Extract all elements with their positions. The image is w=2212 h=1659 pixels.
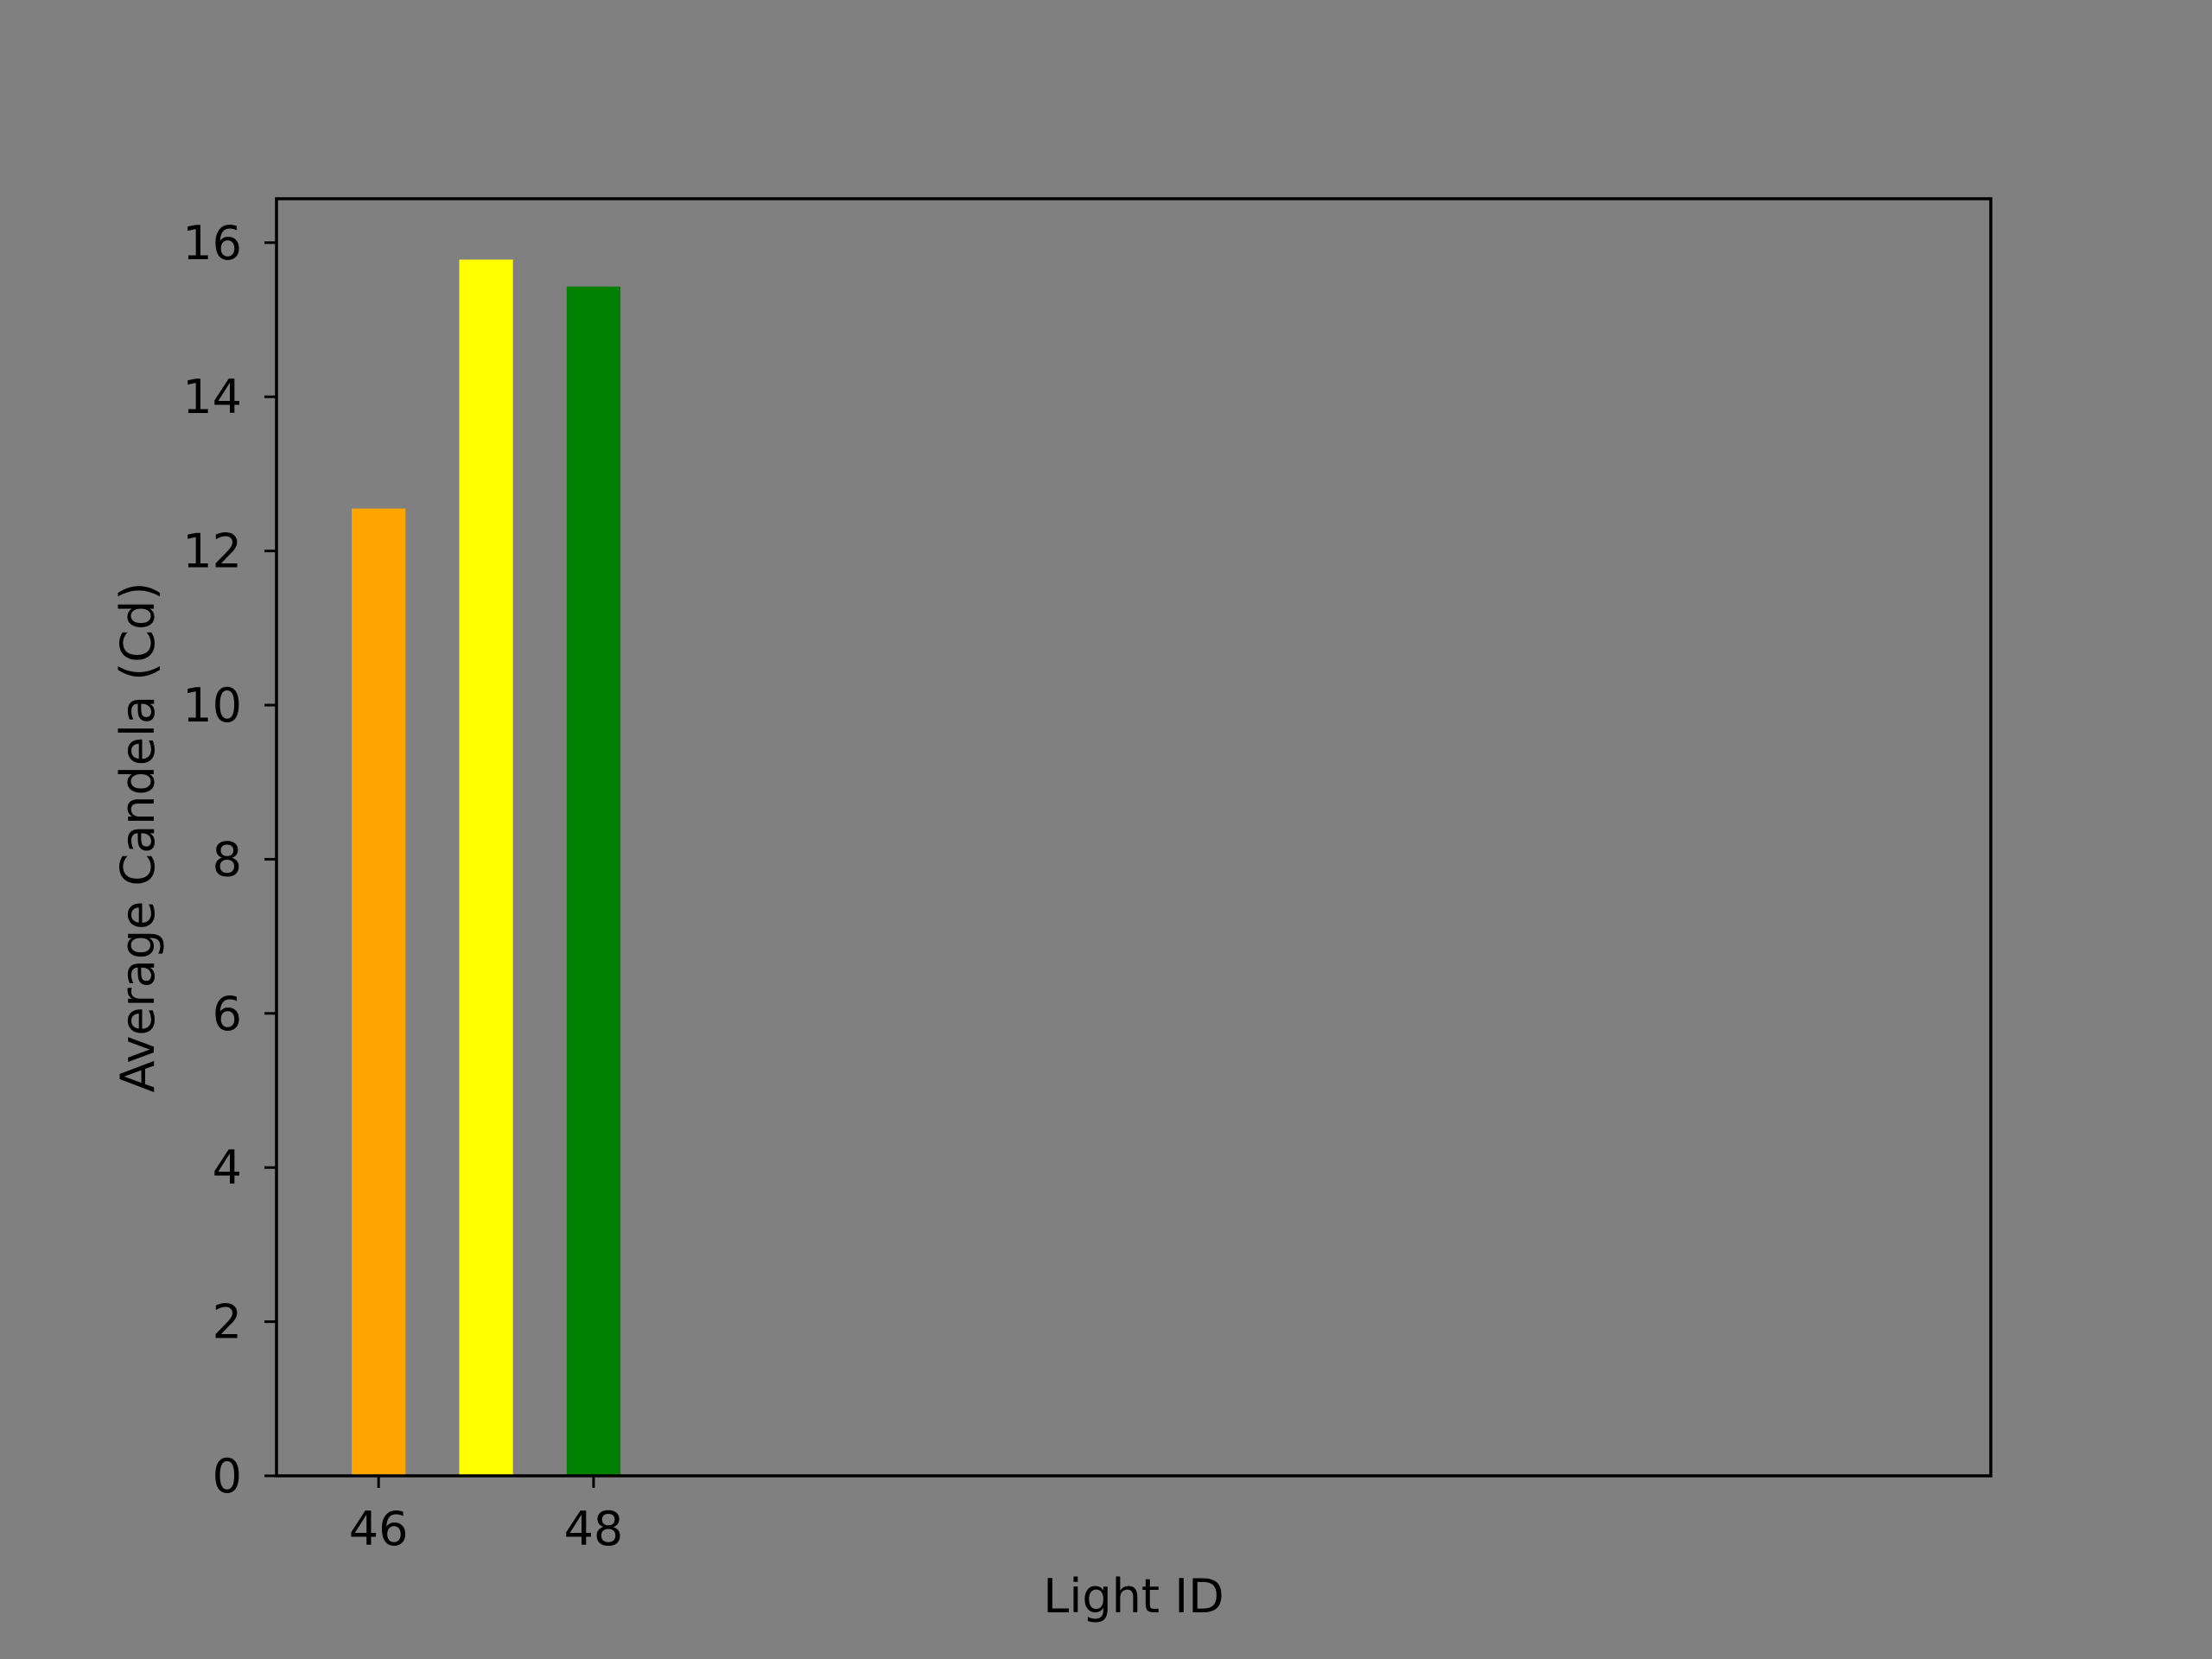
y-axis-ticks: 0 2 4 6 8 10 12 14 16: [182, 216, 276, 1503]
y-tick-label: 2: [213, 1295, 242, 1350]
y-tick-label: 12: [182, 524, 242, 579]
bar-light-48: [567, 287, 620, 1476]
y-tick-label: 6: [213, 987, 242, 1041]
y-tick-label: 8: [213, 832, 242, 887]
bar-light-46: [352, 509, 405, 1476]
bars-group: [352, 259, 620, 1476]
bar-light-47: [459, 259, 512, 1476]
y-axis-label: Average Candela (Cd): [111, 582, 165, 1093]
y-tick-label: 4: [213, 1141, 242, 1195]
y-tick-label: 16: [182, 216, 242, 270]
x-axis-ticks: 46 48: [349, 1476, 623, 1556]
x-tick-label: 46: [349, 1502, 409, 1556]
plot-frame: [276, 199, 1991, 1476]
y-tick-label: 10: [182, 678, 242, 733]
x-tick-label: 48: [564, 1502, 624, 1556]
y-tick-label: 14: [182, 370, 242, 424]
y-tick-label: 0: [213, 1449, 242, 1503]
x-axis-label: Light ID: [1043, 1569, 1224, 1624]
